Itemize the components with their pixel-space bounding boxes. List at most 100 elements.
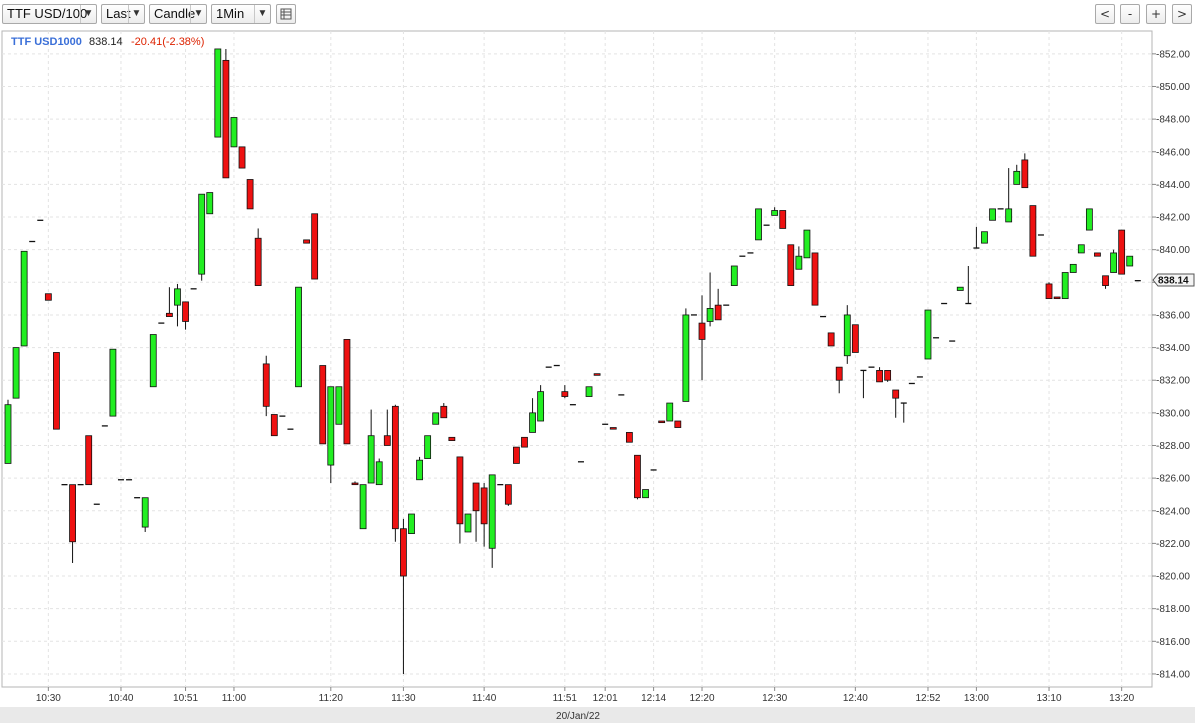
candle-body [85,435,93,486]
candle [456,456,464,544]
y-tick-label: -814.00 [1156,669,1190,680]
candle-body [835,366,843,381]
candle-body [319,365,327,445]
x-tick-label: 13:10 [1037,693,1062,704]
price-chart[interactable]: -852.00 -850.00 -848.00 -846.00 -844.00 -842.… [0,30,1195,725]
table-view-button[interactable] [276,4,296,24]
candle-body [351,482,359,486]
candle [1005,168,1013,223]
x-tick-label: 10:30 [36,693,61,704]
candle-body [416,459,423,481]
candle-body [682,314,690,402]
candle [1110,249,1117,273]
candle [198,193,206,281]
candle [367,409,375,484]
candle-body [254,237,262,286]
y-tick-label: -824.00 [1156,506,1190,517]
x-tick-label: 11:51 [553,693,578,704]
candle [851,324,859,353]
zoom-out-button[interactable]: - [1120,4,1140,24]
candle-body [480,487,488,525]
candle [513,446,520,464]
candle-body [1102,275,1109,286]
candle-body [488,474,496,549]
candle [424,435,432,459]
candle-body [787,244,795,286]
candle [4,399,12,464]
candle [440,403,448,419]
candle-body [1110,252,1117,273]
candle-body [714,304,722,321]
candle-body [109,348,117,417]
x-tick-label: 11:20 [319,693,344,704]
candle [12,347,20,399]
candle [400,518,407,674]
plot-area [1,30,1153,688]
candle [351,481,359,486]
candle-body [843,314,851,357]
y-tick-label: -840.00 [1156,245,1190,256]
candle-body [408,513,415,535]
candle-body [642,489,649,499]
candle [698,295,706,381]
candle [1126,255,1134,267]
candle-body [69,484,76,543]
scroll-left-button[interactable]: < [1095,4,1115,24]
candle [860,369,867,399]
candle [561,385,569,399]
y-tick-label: -828.00 [1156,441,1190,452]
candle [811,252,819,306]
candle [85,435,93,486]
candle [755,208,762,241]
x-tick-label: 11:40 [472,693,497,704]
candle [1029,205,1037,257]
candle [343,339,351,445]
zoom-in-button[interactable]: + [1146,4,1166,24]
candle-body [851,324,859,353]
candle-body [12,347,20,399]
candle [149,334,157,388]
candle [375,458,383,486]
y-tick-label: -848.00 [1156,115,1190,126]
candle-body [230,117,238,148]
candle-body [593,373,601,376]
candle [472,482,480,542]
symbol-dropdown[interactable]: TTF USD/100 ▼ [2,4,97,24]
candle-body [367,435,375,484]
chart-style-dropdown[interactable]: Candle ▼ [149,4,207,24]
candle [311,213,319,280]
candle [488,474,496,568]
scroll-right-button[interactable]: > [1172,4,1192,24]
candle [1013,164,1021,185]
interval-dropdown[interactable]: 1Min ▼ [211,4,271,24]
candle-body [1053,296,1061,300]
candle-body [811,252,819,306]
candle-body [335,386,343,425]
chevron-down-icon: ▼ [254,5,270,23]
candle-body [827,332,835,347]
candle-body [400,528,407,577]
candle-body [165,312,173,317]
candle [892,389,900,418]
last-price-label: 838.14 [1158,276,1189,287]
candle-body [20,250,28,347]
candle [593,373,601,376]
candle [44,293,52,301]
y-tick-label: -842.00 [1156,213,1190,224]
candle-body [706,308,714,322]
x-tick-label: 12:01 [593,693,618,704]
x-tick-label: 12:40 [843,693,868,704]
y-tick-label: -844.00 [1156,180,1190,191]
candle [53,352,60,430]
candle-body [424,435,432,459]
candle-body [464,513,472,533]
candle-body [1061,272,1069,300]
price-type-dropdown[interactable]: Last ▼ [101,4,145,24]
candle [238,146,246,169]
candle-body [1013,170,1021,185]
candle [1061,272,1069,300]
candle [295,286,302,388]
candle-body [198,193,206,275]
y-tick-label: -832.00 [1156,376,1190,387]
candle-body [989,208,996,221]
